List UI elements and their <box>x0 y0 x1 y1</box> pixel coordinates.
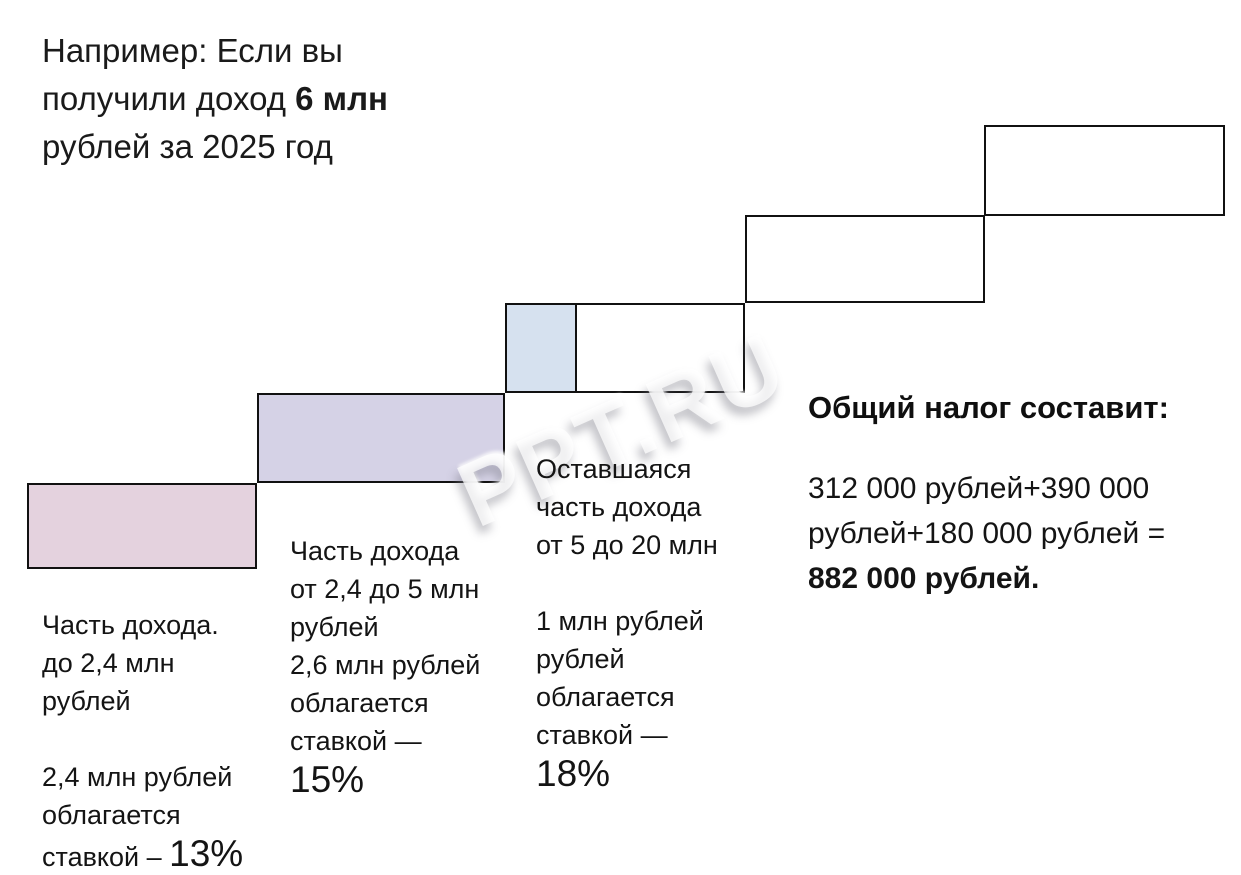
text-line: Часть дохода <box>290 536 460 566</box>
text-line: 2,6 млн рублей <box>290 650 481 680</box>
tax-step-1-bar <box>27 483 257 569</box>
bracket-3-description: Оставшаяся часть дохода от 5 до 20 млн 1… <box>536 450 718 794</box>
tax-step-2-bar <box>257 393 505 483</box>
rate-value-15: 15% <box>290 759 365 800</box>
text-line: облагается <box>42 800 181 830</box>
tax-step-5-bar <box>984 125 1225 216</box>
heading-line-2-bold-amount: 6 млн <box>295 80 388 117</box>
calc-result: 882 000 рублей. <box>808 562 1040 595</box>
text-line: облагается <box>536 682 675 712</box>
heading-line-2: получили доход 6 млн <box>42 75 388 123</box>
total-tax-title: Общий налог составит: <box>808 390 1169 425</box>
text-line: 2,4 млн рублей <box>42 762 233 792</box>
text-line: ставкой – 13% <box>42 834 243 875</box>
tax-step-3-used-bar <box>505 303 577 393</box>
text-line: 1 млн рублей <box>536 606 704 636</box>
text-line: облагается <box>290 688 429 718</box>
text-line: рублей <box>42 686 131 716</box>
text-line: Часть дохода. <box>42 610 219 640</box>
blank-line <box>536 564 718 602</box>
heading-line-2-text: получили доход <box>42 80 296 117</box>
total-tax-calculation: 312 000 рублей+390 000 рублей+180 000 ру… <box>808 466 1228 601</box>
rate-prefix: ставкой – <box>42 842 170 872</box>
text-line: часть дохода <box>536 492 702 522</box>
total-tax-summary: Общий налог составит: 312 000 рублей+390… <box>808 390 1228 601</box>
heading-line-3: рублей за 2025 год <box>42 128 333 165</box>
rate-value-18: 18% <box>536 753 611 794</box>
text-line: до 2,4 млн <box>42 648 175 678</box>
rate-value-13: 13% <box>169 833 244 874</box>
text-line: рублей <box>290 612 379 642</box>
tax-step-3-remainder-bar <box>575 303 745 393</box>
text-line: ставкой — <box>536 720 668 750</box>
calc-line: 312 000 рублей+390 000 <box>808 472 1150 505</box>
text-line: от 5 до 20 млн <box>536 530 718 560</box>
heading-line-1: Например: Если вы <box>42 32 343 69</box>
text-line: рублей <box>536 644 625 674</box>
calc-line: рублей+180 000 рублей = <box>808 517 1166 550</box>
bracket-2-description: Часть дохода от 2,4 до 5 млн рублей 2,6 … <box>290 532 480 800</box>
text-line: ставкой — <box>290 726 422 756</box>
blank-line <box>42 720 243 758</box>
example-income-note: Например: Если вы получили доход 6 млн р… <box>42 27 388 171</box>
bracket-1-description: Часть дохода. до 2,4 млн рублей 2,4 млн … <box>42 606 243 875</box>
text-line: Оставшаяся <box>536 454 692 484</box>
tax-step-4-bar <box>745 215 985 303</box>
text-line: от 2,4 до 5 млн <box>290 574 480 604</box>
